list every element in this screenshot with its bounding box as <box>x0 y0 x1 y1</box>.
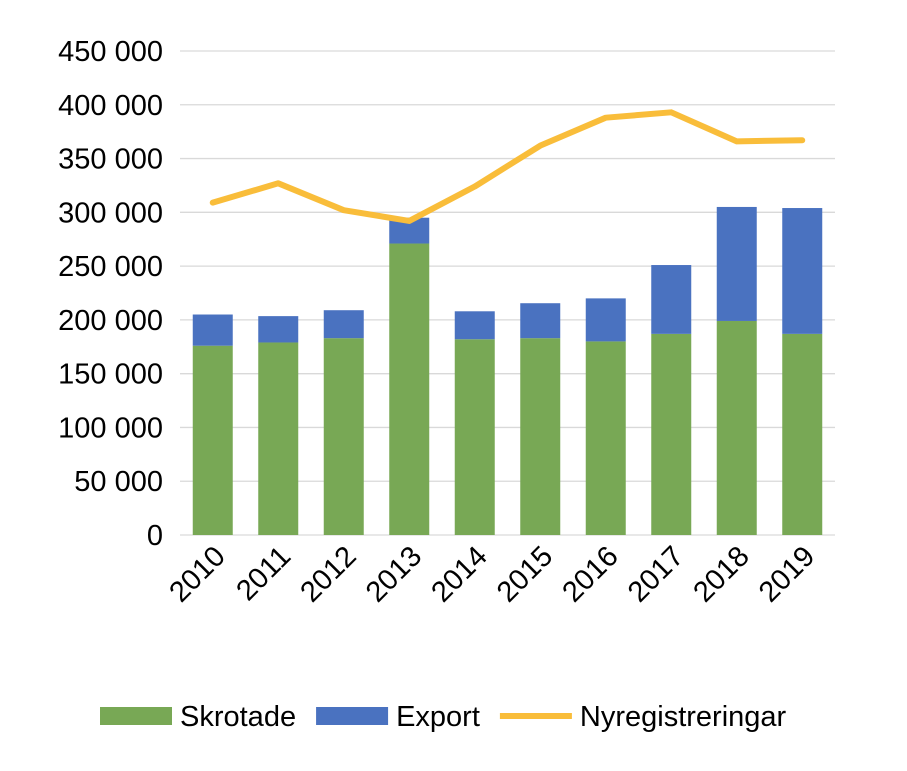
bar-export-2017 <box>651 265 692 334</box>
x-tick-label: 2019 <box>753 540 821 608</box>
x-tick-label: 2017 <box>622 540 690 608</box>
bar-export-2012 <box>323 310 364 339</box>
x-tick-label: 2018 <box>687 540 755 608</box>
y-tick-label: 300 000 <box>58 197 163 229</box>
legend-label: Nyregistreringar <box>580 701 787 733</box>
bar-skrotade-2019 <box>782 333 823 535</box>
bar-skrotade-2012 <box>323 338 364 535</box>
y-tick-label: 150 000 <box>58 359 163 391</box>
bar-skrotade-2013 <box>389 243 430 535</box>
x-tick-label: 2013 <box>360 540 428 608</box>
y-tick-label: 250 000 <box>58 251 163 283</box>
y-tick-label: 100 000 <box>58 412 163 444</box>
bar-skrotade-2011 <box>258 342 299 535</box>
bar-skrotade-2015 <box>520 338 561 535</box>
x-tick-label: 2012 <box>294 540 362 608</box>
legend-label: Export <box>396 701 480 733</box>
bar-skrotade-2010 <box>192 345 233 535</box>
bar-skrotade-2016 <box>585 341 626 535</box>
x-tick-label: 2016 <box>556 540 624 608</box>
bar-export-2014 <box>454 311 495 340</box>
x-tick-label: 2010 <box>163 540 231 608</box>
x-tick-label: 2011 <box>230 540 297 607</box>
bar-export-2011 <box>258 316 299 343</box>
bar-skrotade-2017 <box>651 333 692 535</box>
legend-label: Skrotade <box>180 701 296 733</box>
bar-export-2016 <box>585 298 626 342</box>
legend-swatch-export <box>316 707 389 725</box>
line-nyregistreringar <box>209 109 806 224</box>
x-tick-label: 2014 <box>425 540 493 608</box>
y-tick-label: 0 <box>147 520 163 552</box>
y-tick-label: 50 000 <box>74 466 163 498</box>
bar-export-2019 <box>782 208 823 334</box>
y-tick-label: 450 000 <box>58 36 163 68</box>
bar-skrotade-2014 <box>454 339 495 535</box>
bar-export-2018 <box>716 206 757 321</box>
legend-swatch-skrotade <box>100 707 172 725</box>
x-tick-label: 2015 <box>491 540 559 608</box>
bar-skrotade-2018 <box>716 320 757 535</box>
bar-export-2010 <box>192 314 233 346</box>
y-tick-label: 400 000 <box>58 90 163 122</box>
y-tick-label: 200 000 <box>58 305 163 337</box>
y-tick-label: 350 000 <box>58 144 163 176</box>
bar-export-2015 <box>520 303 561 339</box>
